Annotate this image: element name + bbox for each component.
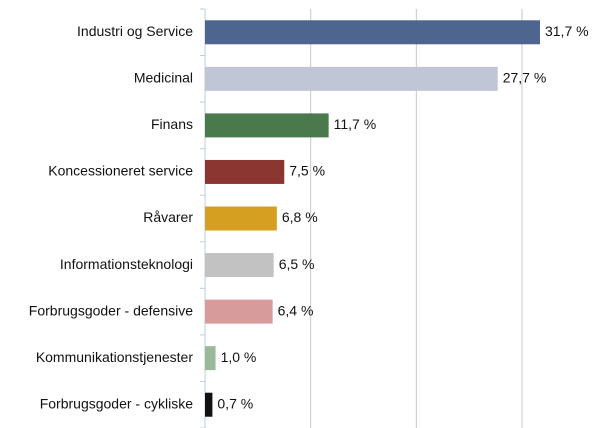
bar <box>205 346 216 371</box>
category-label: Informationsteknologi <box>60 256 193 272</box>
value-label: 6,8 % <box>282 209 318 225</box>
category-label: Finans <box>151 116 193 132</box>
bar <box>205 392 213 417</box>
value-label: 6,4 % <box>278 302 314 318</box>
bar <box>205 299 273 324</box>
category-label: Forbrugsgoder - defensive <box>29 302 193 318</box>
bar <box>205 113 329 138</box>
value-label: 11,7 % <box>334 116 377 132</box>
category-label: Medicinal <box>134 70 193 86</box>
value-label: 1,0 % <box>221 349 257 365</box>
category-label: Industri og Service <box>77 23 193 39</box>
category-label: Kommunikationstjenester <box>36 349 194 365</box>
bar <box>205 20 540 45</box>
bar <box>205 253 274 278</box>
value-label: 0,7 % <box>217 395 253 411</box>
value-label: 31,7 % <box>545 23 589 39</box>
bar <box>205 159 285 184</box>
category-label: Råvarer <box>143 209 193 225</box>
bar <box>205 66 498 91</box>
value-label: 27,7 % <box>503 70 547 86</box>
bar <box>205 206 277 231</box>
value-label: 7,5 % <box>289 163 325 179</box>
value-label: 6,5 % <box>279 256 315 272</box>
category-label: Forbrugsgoder - cykliske <box>40 395 193 411</box>
category-label: Koncessioneret service <box>48 163 193 179</box>
